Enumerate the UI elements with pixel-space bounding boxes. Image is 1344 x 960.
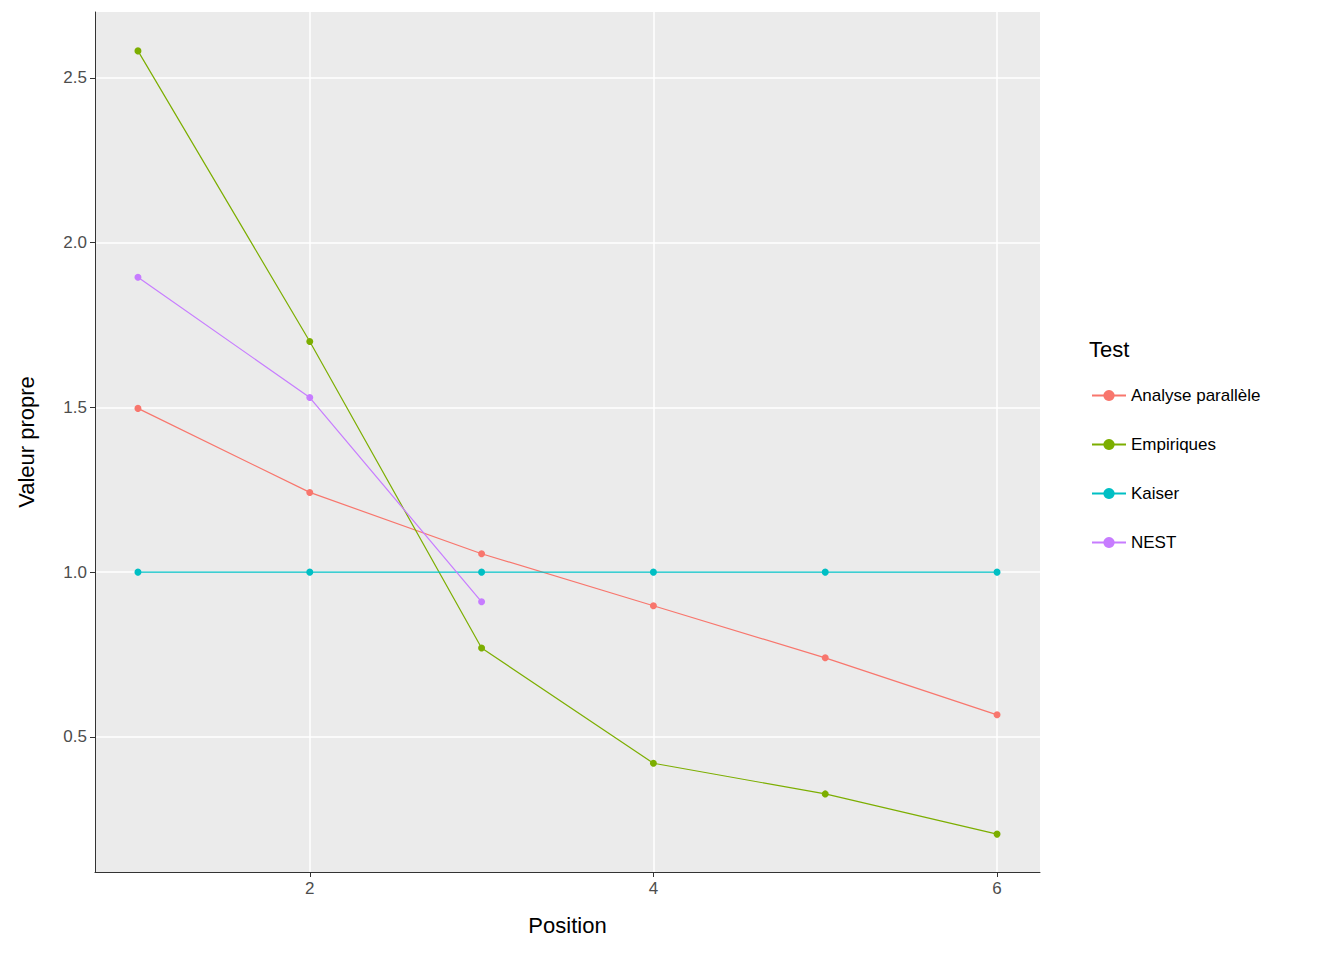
- svg-text:2.0: 2.0: [63, 233, 87, 252]
- svg-text:2.5: 2.5: [63, 68, 87, 87]
- svg-text:4: 4: [649, 879, 658, 898]
- svg-text:0.5: 0.5: [63, 727, 87, 746]
- svg-text:2: 2: [305, 879, 314, 898]
- svg-text:NEST: NEST: [1131, 533, 1176, 552]
- svg-text:1.0: 1.0: [63, 563, 87, 582]
- svg-text:Test: Test: [1089, 337, 1129, 362]
- svg-text:Kaiser: Kaiser: [1131, 484, 1180, 503]
- svg-text:Valeur propre: Valeur propre: [14, 376, 39, 508]
- svg-text:1.5: 1.5: [63, 398, 87, 417]
- svg-text:Empiriques: Empiriques: [1131, 435, 1216, 454]
- svg-text:6: 6: [992, 879, 1001, 898]
- svg-text:Position: Position: [528, 913, 606, 938]
- svg-text:Analyse parallèle: Analyse parallèle: [1131, 386, 1260, 405]
